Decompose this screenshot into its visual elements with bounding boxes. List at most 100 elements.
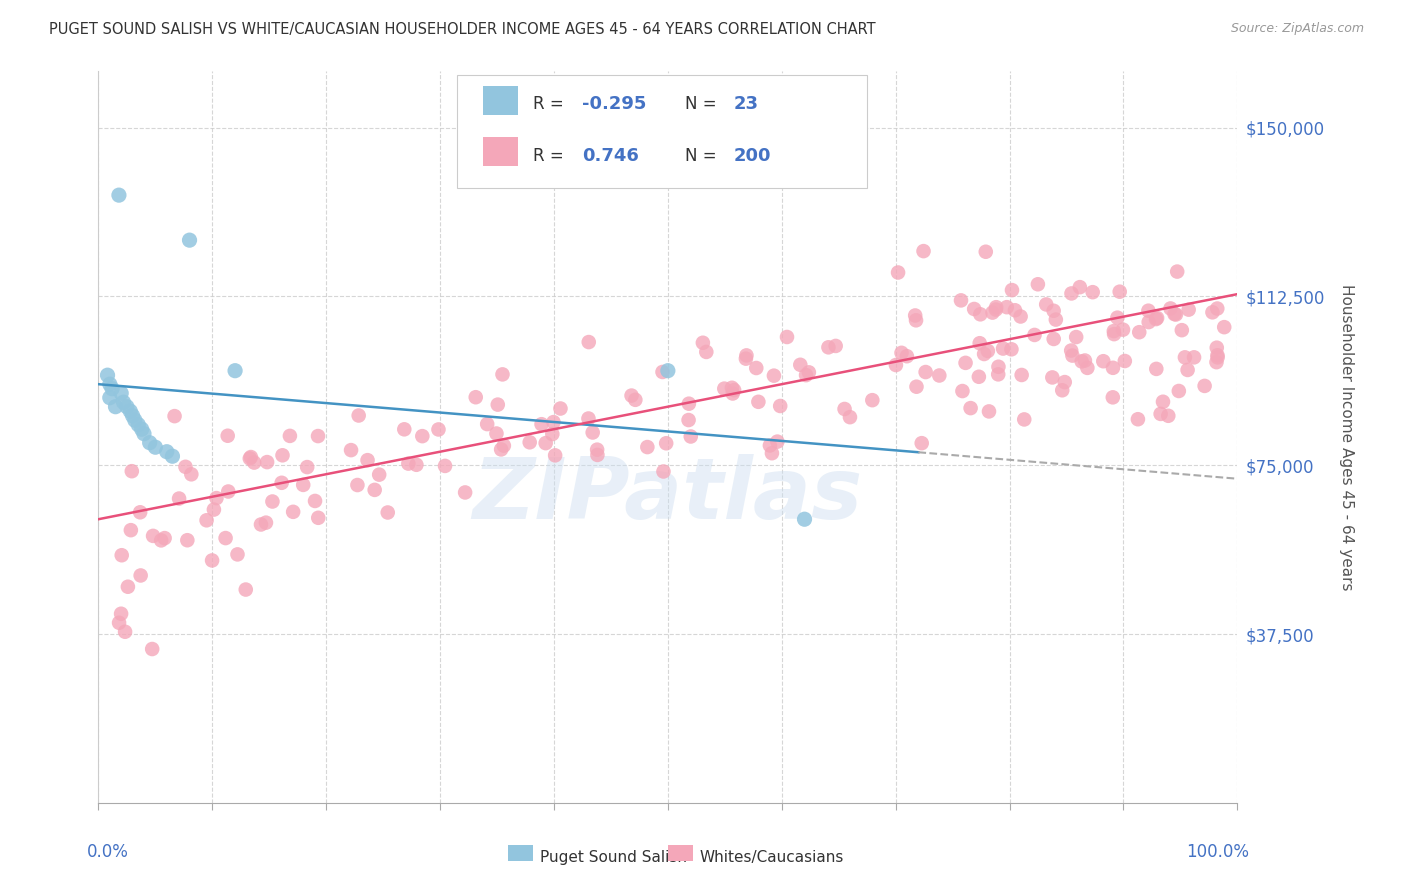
Point xyxy=(1070,354,1092,368)
Point xyxy=(834,401,856,416)
Point xyxy=(1152,394,1174,409)
Point xyxy=(904,309,927,323)
Text: ZIPatlas: ZIPatlas xyxy=(472,454,863,537)
Point xyxy=(427,422,450,436)
Point xyxy=(368,467,391,482)
Point xyxy=(534,436,557,450)
Point xyxy=(217,429,239,443)
Text: 200: 200 xyxy=(734,146,772,165)
Point xyxy=(1171,323,1194,337)
Point xyxy=(129,505,152,519)
Point xyxy=(477,417,499,431)
Point xyxy=(1177,363,1199,377)
Point xyxy=(1074,353,1097,368)
Point xyxy=(1174,351,1197,365)
Point xyxy=(243,456,266,470)
Point xyxy=(141,642,163,657)
Point xyxy=(695,345,717,359)
Point xyxy=(492,439,515,453)
Point xyxy=(789,358,811,372)
Point xyxy=(928,368,950,383)
Point xyxy=(967,369,990,384)
Point xyxy=(1177,302,1199,317)
Point xyxy=(955,356,977,370)
Point xyxy=(896,349,918,363)
Point xyxy=(202,502,225,516)
Point xyxy=(142,529,165,543)
Point xyxy=(1144,362,1167,376)
Point xyxy=(692,335,714,350)
Point xyxy=(969,336,991,351)
Text: 100.0%: 100.0% xyxy=(1185,843,1249,861)
Point xyxy=(586,442,609,457)
Point xyxy=(1011,368,1033,382)
Point xyxy=(911,436,934,450)
Point xyxy=(1157,409,1180,423)
Point xyxy=(1213,320,1236,334)
Point xyxy=(176,533,198,548)
Point xyxy=(679,429,702,443)
Point xyxy=(914,365,936,379)
Point xyxy=(108,615,131,630)
Point xyxy=(340,443,363,458)
Text: 0.746: 0.746 xyxy=(582,146,640,165)
Point xyxy=(1144,312,1167,326)
Point xyxy=(214,531,236,545)
Point xyxy=(1194,379,1216,393)
Point xyxy=(776,330,799,344)
Point xyxy=(860,393,883,408)
Point xyxy=(1004,303,1026,318)
Point xyxy=(794,368,817,383)
Point xyxy=(434,458,457,473)
Point xyxy=(396,457,419,471)
Point xyxy=(464,390,486,404)
Point xyxy=(1102,324,1125,338)
Text: N =: N = xyxy=(685,146,721,165)
Point xyxy=(205,491,228,505)
Point xyxy=(1001,283,1024,297)
Point xyxy=(491,368,513,382)
Point xyxy=(256,455,278,469)
Point xyxy=(363,483,385,497)
Point xyxy=(1163,307,1185,321)
Point xyxy=(544,448,567,462)
Point xyxy=(145,440,167,454)
Text: Whites/Caucasians: Whites/Caucasians xyxy=(700,850,844,865)
Point xyxy=(101,382,124,396)
Point xyxy=(1092,354,1115,368)
Point xyxy=(1010,310,1032,324)
Point xyxy=(239,450,262,464)
Point xyxy=(110,607,132,621)
Point xyxy=(1042,303,1064,318)
Text: Source: ZipAtlas.com: Source: ZipAtlas.com xyxy=(1230,22,1364,36)
Point xyxy=(1102,360,1125,375)
Point xyxy=(1201,305,1223,319)
Point xyxy=(1040,370,1063,384)
Point xyxy=(486,398,509,412)
Point xyxy=(1035,297,1057,311)
Point xyxy=(120,523,142,537)
Point xyxy=(620,388,643,402)
Point xyxy=(1101,390,1123,404)
Point xyxy=(582,425,605,440)
Point xyxy=(1114,354,1136,368)
Point xyxy=(347,409,370,423)
Point xyxy=(723,383,745,397)
Point xyxy=(1081,285,1104,300)
Point xyxy=(163,409,186,424)
Point xyxy=(1182,351,1205,365)
Point xyxy=(519,435,541,450)
Point xyxy=(987,368,1010,382)
Point xyxy=(986,300,1008,314)
Text: -0.295: -0.295 xyxy=(582,95,647,113)
Point xyxy=(377,506,399,520)
Point xyxy=(721,386,744,401)
Point xyxy=(201,553,224,567)
Point xyxy=(394,422,416,436)
Point xyxy=(1052,384,1074,398)
Text: R =: R = xyxy=(533,146,569,165)
Point xyxy=(150,533,173,548)
Y-axis label: Householder Income Ages 45 - 64 years: Householder Income Ages 45 - 64 years xyxy=(1339,284,1354,591)
FancyBboxPatch shape xyxy=(457,75,868,188)
Point xyxy=(817,340,839,354)
